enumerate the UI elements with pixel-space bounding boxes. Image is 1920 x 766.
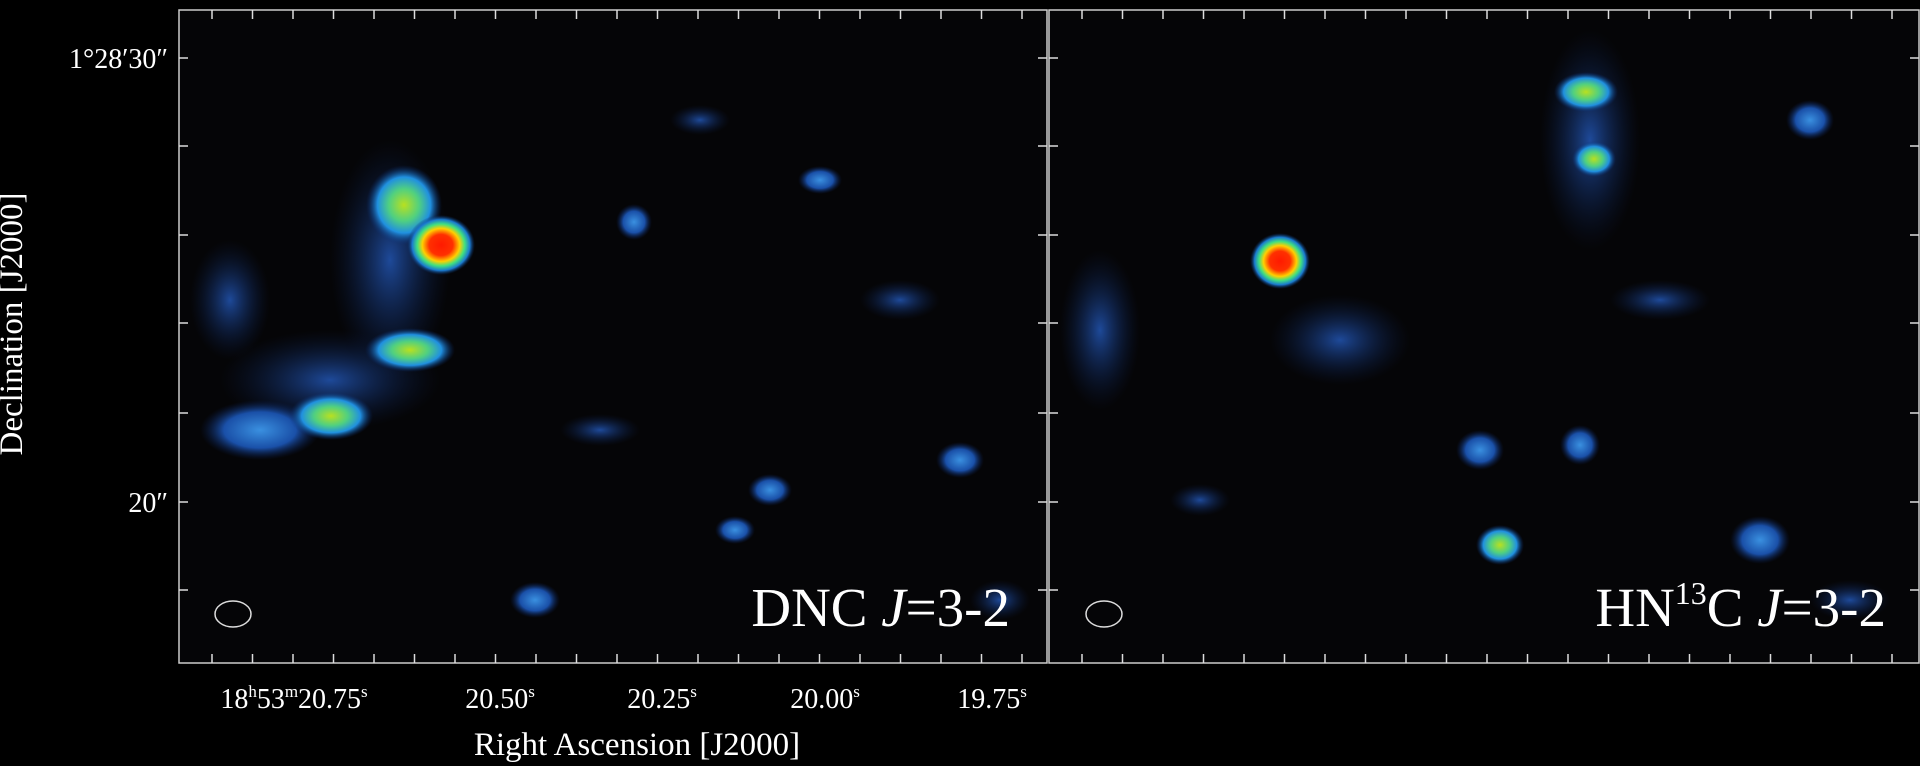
hn13c-map [1049,10,1920,663]
panel-label: DNC J=3-2 [751,577,1010,638]
x-tick-label: 20.25s [627,682,697,715]
label-part: C [1707,577,1757,638]
tick-part: 20.75 [298,684,361,715]
figure: Declination [J2000] Right Ascension [J20… [0,0,1920,766]
label-part: =3-2 [1782,577,1886,638]
tick-superscript: s [1020,682,1027,701]
tick-superscript: s [528,682,535,701]
tick-part: 20.25 [627,684,690,715]
panel-label: HN13C J=3-2 [1595,575,1886,638]
tick-part: 18 [220,684,248,715]
tick-part: 20.00 [790,684,853,715]
label-part: HN [1595,577,1674,638]
x-tick-label: 20.50s [465,682,535,715]
tick-part: 20.50 [465,684,528,715]
tick-part: 53 [257,684,285,715]
label-part: J [1757,577,1784,638]
tick-superscript: m [285,682,298,701]
x-tick-label: 19.75s [957,682,1027,715]
x-tick-label: 20.00s [790,682,860,715]
label-part: J [881,577,908,638]
label-part: DNC [751,577,881,638]
label-part: =3-2 [906,577,1010,638]
x-axis-title: Right Ascension [J2000] [474,727,800,763]
page: {"figure": { "y_axis_label": "Declinatio… [0,0,1920,766]
x-tick-label: 18h53m20.75s [220,682,367,715]
y-tick-label: 20″ [128,488,168,519]
tick-part: 19.75 [957,684,1020,715]
y-tick-label: 1°28′30″ [69,44,168,75]
tick-superscript: s [361,682,368,701]
dnc-map [179,10,1047,663]
y-axis-title: Declination [J2000] [0,192,30,455]
tick-superscript: s [853,682,860,701]
tick-superscript: s [690,682,697,701]
label-superscript: 13 [1675,575,1707,611]
